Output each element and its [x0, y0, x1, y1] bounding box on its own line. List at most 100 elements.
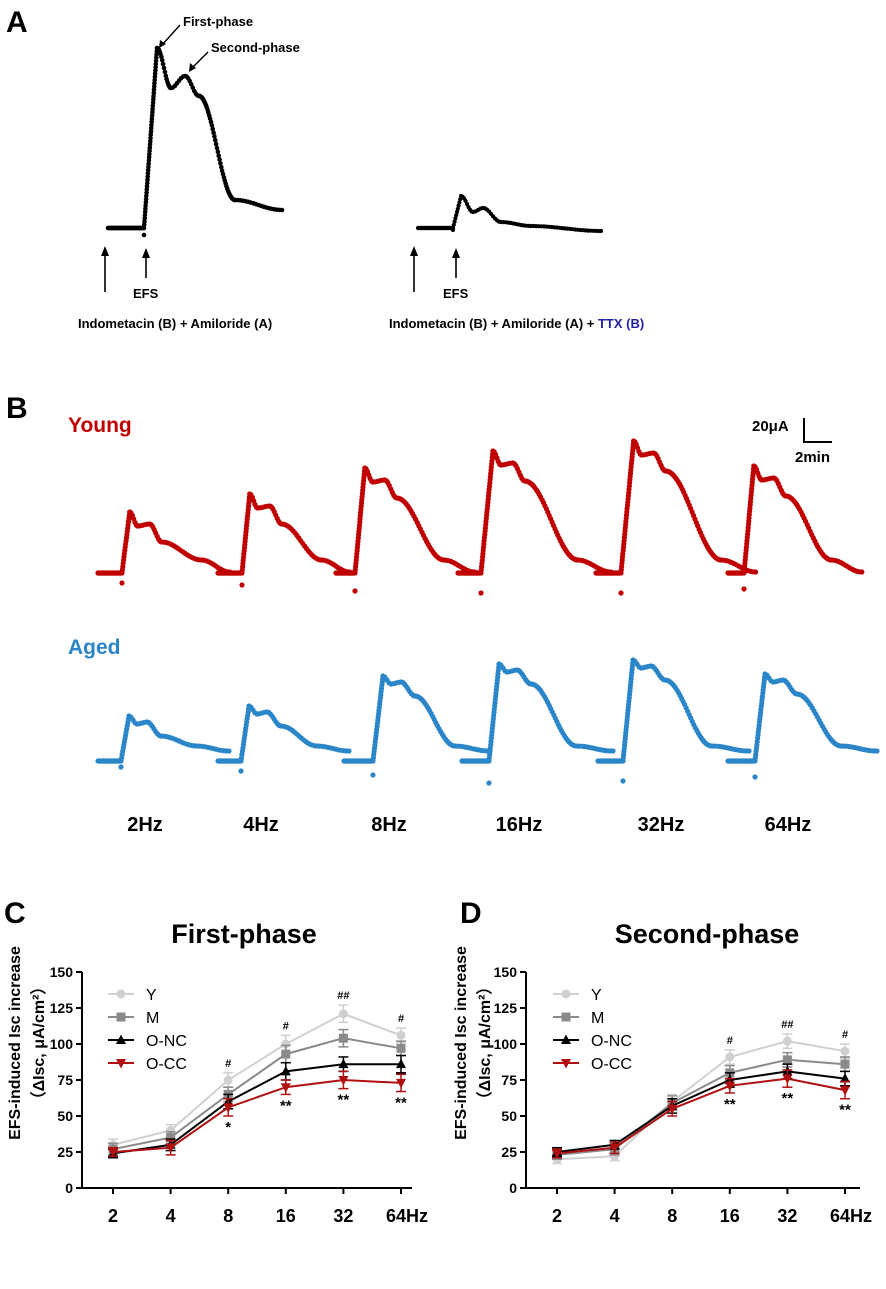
data-point — [223, 1103, 234, 1113]
trace-dot — [211, 130, 216, 135]
young-trace-32Hz — [593, 438, 759, 596]
legend-label: O-NC — [146, 1033, 187, 1050]
significance-hash: ## — [781, 1019, 793, 1031]
freq-label-8hz: 8Hz — [371, 814, 407, 836]
trace-dot — [741, 586, 747, 592]
trace-dot — [160, 61, 166, 67]
significance-hash: ## — [337, 990, 349, 1002]
y-tick-label: 125 — [494, 1000, 518, 1016]
trace-dot — [217, 157, 222, 162]
first-phase-label: First-phase — [183, 14, 253, 29]
series-line — [556, 1070, 846, 1153]
data-point — [280, 1083, 291, 1093]
trace-dot — [746, 748, 752, 754]
y-tick-label: 25 — [57, 1144, 73, 1160]
data-point — [840, 1059, 850, 1069]
x-tick-label: 16 — [720, 1206, 740, 1226]
trace-dot — [452, 219, 457, 224]
data-point — [116, 1012, 126, 1022]
panel-d-letter: D — [460, 897, 482, 930]
legend-label: Y — [591, 987, 602, 1004]
trace-dot — [162, 69, 168, 75]
chart-c-ylabel-line2: （ΔIsc, μA/cm²） — [30, 979, 48, 1108]
second-phase-arrowhead — [189, 63, 196, 72]
significance-hash: # — [842, 1029, 848, 1041]
trace-dot — [454, 213, 459, 218]
data-point — [223, 1075, 233, 1085]
second-phase-label: Second-phase — [211, 40, 300, 55]
series-line — [112, 1063, 401, 1155]
series-o-nc — [552, 1063, 850, 1158]
trace-dot — [238, 768, 244, 774]
data-point — [840, 1086, 850, 1096]
chart-d-ylabel-line2: （ΔIsc, μA/cm²） — [476, 979, 494, 1108]
significance-hash: # — [727, 1035, 733, 1047]
aged-trace-2Hz — [95, 713, 232, 770]
legend-label: O-CC — [591, 1056, 632, 1073]
panel-b: B Young Aged 20μA 2min 2Hz 4Hz 8Hz 16Hz … — [6, 392, 880, 836]
efs-label-left: EFS — [133, 286, 159, 301]
aged-trace-8Hz — [341, 673, 492, 778]
trace-dot — [453, 216, 458, 221]
scale-bar-lines — [803, 418, 832, 443]
data-point — [725, 1052, 735, 1062]
young-trace-16Hz — [455, 448, 614, 596]
freq-label-4hz: 4Hz — [243, 814, 279, 836]
x-tick-label: 8 — [667, 1206, 677, 1226]
first-phase-arrowhead — [159, 40, 166, 48]
data-point — [116, 1034, 126, 1044]
chart-c-title: First-phase — [171, 919, 317, 949]
aged-traces — [95, 657, 880, 786]
series-line — [112, 1078, 402, 1153]
x-tick-label: 8 — [223, 1206, 233, 1226]
legend-label: O-CC — [146, 1056, 187, 1073]
aged-trace-64Hz — [725, 671, 880, 780]
trace-dot — [598, 228, 604, 234]
ttx-trace — [415, 193, 604, 234]
trace-dot — [161, 65, 167, 71]
x-tick-label: 32 — [333, 1206, 353, 1226]
trace-dot — [454, 209, 460, 215]
trace-dot — [214, 145, 220, 151]
significance-star: ** — [839, 1102, 851, 1119]
data-point — [396, 1030, 406, 1040]
trace-dot — [226, 748, 232, 754]
aged-label: Aged — [68, 636, 121, 659]
trace-dot — [213, 137, 218, 143]
condition-label-left: Indometacin (B) + Amiloride (A) — [78, 316, 272, 331]
second-phase-arrow — [191, 51, 209, 69]
trace-dot — [145, 171, 151, 176]
series-o-cc — [552, 1069, 850, 1159]
chart-first-phase: C First-phase EFS-induced Isc increase （… — [4, 897, 428, 1226]
trace-dot — [150, 103, 156, 109]
freq-label-16hz: 16Hz — [496, 814, 543, 836]
data-point — [338, 1058, 349, 1069]
freq-label-64hz: 64Hz — [765, 814, 812, 836]
y-tick-label: 100 — [494, 1036, 518, 1052]
condition-label-right: Indometacin (B) + Amiloride (A) + TTX (B… — [389, 316, 644, 331]
y-tick-label: 150 — [494, 964, 518, 980]
trace-dot — [144, 193, 149, 199]
panel-b-letter: B — [6, 392, 28, 425]
chart-d-title: Second-phase — [615, 919, 800, 949]
trace-dot — [160, 58, 165, 63]
young-trace-4Hz — [215, 491, 353, 588]
significance-star: ** — [280, 1097, 292, 1114]
trace-dot — [239, 582, 245, 588]
data-point — [724, 1081, 735, 1092]
y-tick-label: 125 — [50, 1000, 74, 1016]
trace-dot — [874, 748, 880, 754]
data-point — [338, 1033, 348, 1043]
trace-dot — [618, 590, 624, 596]
y-tick-label: 50 — [501, 1108, 517, 1124]
chart-second-phase: D Second-phase EFS-induced Isc increase … — [453, 897, 872, 1226]
trace-dot — [119, 580, 125, 586]
trace-dot — [215, 149, 221, 155]
trace-dot — [279, 207, 285, 213]
y-tick-label: 25 — [501, 1144, 517, 1160]
young-label: Young — [68, 414, 132, 437]
trace-dot — [752, 774, 758, 780]
data-point — [116, 989, 126, 999]
trace-dot — [451, 222, 456, 227]
trace-dot — [450, 225, 456, 231]
